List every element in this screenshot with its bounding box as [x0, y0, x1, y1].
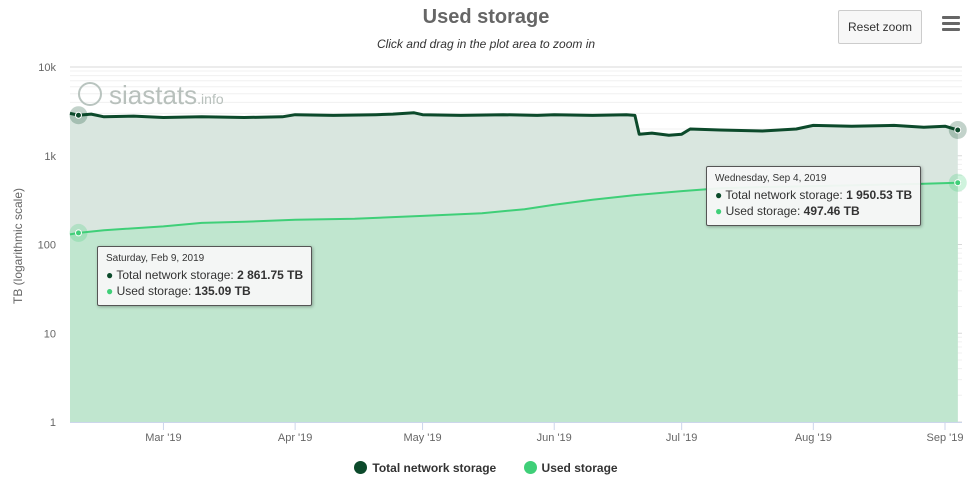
tooltip-label: Used storage: — [116, 284, 195, 298]
used-dot-icon: ● — [715, 204, 723, 218]
area-fill-used — [70, 182, 958, 422]
chart-title: Used storage — [422, 6, 550, 28]
tooltip-label: Total network storage: — [725, 188, 847, 202]
y-tick-label: 100 — [38, 240, 56, 252]
tooltip-value: 2 861.75 TB — [237, 268, 304, 282]
series-line-total — [69, 111, 959, 137]
tooltip-row-total: ● Total network storage: 1 950.53 TB — [715, 187, 912, 203]
x-tick-label: Sep '19 — [927, 432, 964, 444]
tooltip-row-used: ● Used storage: 497.46 TB — [715, 203, 912, 219]
tooltip-row-used: ● Used storage: 135.09 TB — [106, 283, 303, 299]
hover-point-used — [954, 179, 962, 187]
total-dot-icon: ● — [715, 188, 723, 202]
tooltip-row-total: ● Total network storage: 2 861.75 TB — [106, 267, 303, 283]
tooltip-value: 497.46 TB — [803, 204, 860, 218]
legend-label: Total network storage — [372, 461, 497, 475]
axes: Mar '19 Apr '19 May '19 Jun '19 Jul '19 Aug '… — [38, 62, 964, 444]
y-tick-label: 1 — [50, 417, 56, 429]
total-dot-icon: ● — [106, 268, 114, 282]
y-axis-label: TB (logarithmic scale) — [11, 188, 25, 304]
legend-item-total[interactable]: Total network storage — [354, 461, 496, 475]
hover-point-total — [954, 126, 962, 134]
tooltip-date: Wednesday, Sep 4, 2019 — [715, 173, 827, 184]
legend-dot-icon — [354, 461, 368, 474]
tooltip-label: Total network storage: — [116, 268, 238, 282]
watermark-suffix: .info — [197, 91, 224, 107]
x-tick-label: Apr '19 — [278, 432, 313, 444]
y-tick-label: 1k — [44, 151, 56, 163]
legend-label: Used storage — [541, 461, 618, 475]
tooltip-label: Used storage: — [725, 204, 804, 218]
tooltip-feb-9: Saturday, Feb 9, 2019 ● Total network st… — [97, 246, 313, 306]
chart-subtitle: Click and drag in the plot area to zoom … — [376, 37, 596, 51]
hamburger-menu-icon[interactable] — [938, 12, 964, 34]
x-tick-label: Jun '19 — [537, 432, 572, 444]
x-tick-label: May '19 — [403, 432, 441, 444]
siastats-logo-icon — [78, 82, 102, 106]
hover-point-total — [74, 111, 82, 119]
x-tick-label: Mar '19 — [145, 432, 181, 444]
hover-point-used — [74, 229, 82, 237]
x-tick-label: Jul '19 — [666, 432, 697, 444]
reset-zoom-button[interactable]: Reset zoom — [838, 10, 922, 44]
tooltip-value: 1 950.53 TB — [846, 188, 913, 202]
tooltip-date: Saturday, Feb 9, 2019 — [106, 253, 205, 264]
watermark-text: siastats — [109, 80, 198, 110]
hover-markers — [69, 106, 967, 242]
legend-dot-icon — [523, 461, 537, 474]
chart-legend: Total network storage Used storage — [0, 461, 972, 475]
used-dot-icon: ● — [106, 284, 114, 298]
legend-item-used[interactable]: Used storage — [523, 461, 618, 475]
x-tick-label: Aug '19 — [795, 432, 832, 444]
tooltip-value: 135.09 TB — [194, 284, 251, 298]
tooltip-sep-4: Wednesday, Sep 4, 2019 ● Total network s… — [706, 166, 922, 226]
y-tick-label: 10 — [44, 328, 56, 340]
y-tick-label: 10k — [38, 62, 56, 74]
